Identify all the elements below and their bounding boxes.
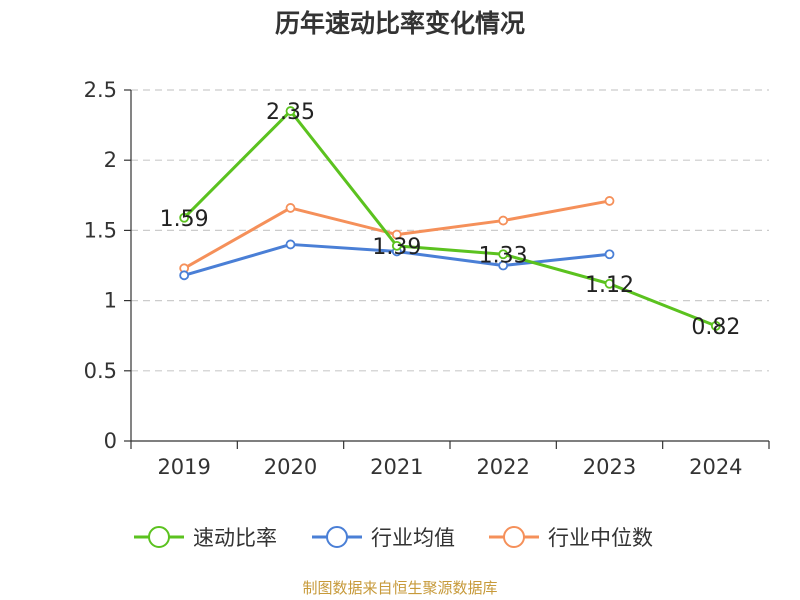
legend-item-2[interactable]: 行业均值 <box>312 526 455 550</box>
y-tick-label: 2 <box>104 148 117 172</box>
series-layer <box>179 106 721 331</box>
data-point[interactable] <box>604 196 615 206</box>
data-label: 1.12 <box>585 273 634 298</box>
data-point[interactable] <box>285 203 296 213</box>
legend-item-3[interactable]: 行业中位数 <box>489 526 653 550</box>
x-tick-label: 2019 <box>157 455 210 479</box>
data-point[interactable] <box>604 249 615 260</box>
x-tick-label: 2023 <box>583 455 636 479</box>
y-tick-label: 1 <box>104 289 117 313</box>
y-tick-label: 1.5 <box>84 218 117 242</box>
x-tick-label: 2022 <box>476 455 529 479</box>
data-point[interactable] <box>498 249 509 260</box>
y-tick-label: 0.5 <box>84 359 117 383</box>
series-line-1 <box>183 109 717 328</box>
y-tick-label: 2.5 <box>84 78 117 102</box>
data-label: 2.35 <box>266 100 315 125</box>
legend-swatch-marker <box>326 526 348 548</box>
legend[interactable]: 速动比率 行业均值 行业中位数 <box>134 526 653 550</box>
legend-swatch-marker <box>148 526 170 548</box>
legend-label: 速动比率 <box>193 526 277 550</box>
x-tick-label: 2020 <box>264 455 317 479</box>
data-point[interactable] <box>285 239 296 250</box>
data-point[interactable] <box>604 278 615 289</box>
legend-label: 行业中位数 <box>548 526 653 550</box>
legend-item-1[interactable]: 速动比率 <box>134 526 277 550</box>
data-point[interactable] <box>179 212 190 223</box>
data-labels: 1.59 2.35 1.39 1.33 1.12 0.82 <box>160 100 741 340</box>
chart-title: 历年速动比率变化情况 <box>275 9 525 38</box>
data-point[interactable] <box>710 320 721 331</box>
x-tick-label: 2021 <box>370 455 423 479</box>
data-label: 0.82 <box>691 315 740 340</box>
data-point[interactable] <box>179 270 190 281</box>
legend-swatch-marker <box>503 526 525 548</box>
data-label: 1.33 <box>479 243 528 268</box>
x-tick-label: 2024 <box>689 455 742 479</box>
data-point[interactable] <box>391 240 402 251</box>
data-point[interactable] <box>498 260 509 271</box>
grid <box>131 89 769 372</box>
data-label: 1.39 <box>372 235 421 260</box>
data-point[interactable] <box>391 229 402 240</box>
data-point[interactable] <box>498 215 509 226</box>
source-note: 制图数据来自恒生聚源数据库 <box>302 579 497 597</box>
data-label: 1.59 <box>160 207 209 232</box>
y-tick-label: 0 <box>104 429 117 453</box>
legend-label: 行业均值 <box>371 526 455 550</box>
axes: 0 0.5 1 1.5 2 2.5 2019 2020 2021 2022 2023 2024 <box>84 78 770 479</box>
data-point[interactable] <box>285 106 296 116</box>
